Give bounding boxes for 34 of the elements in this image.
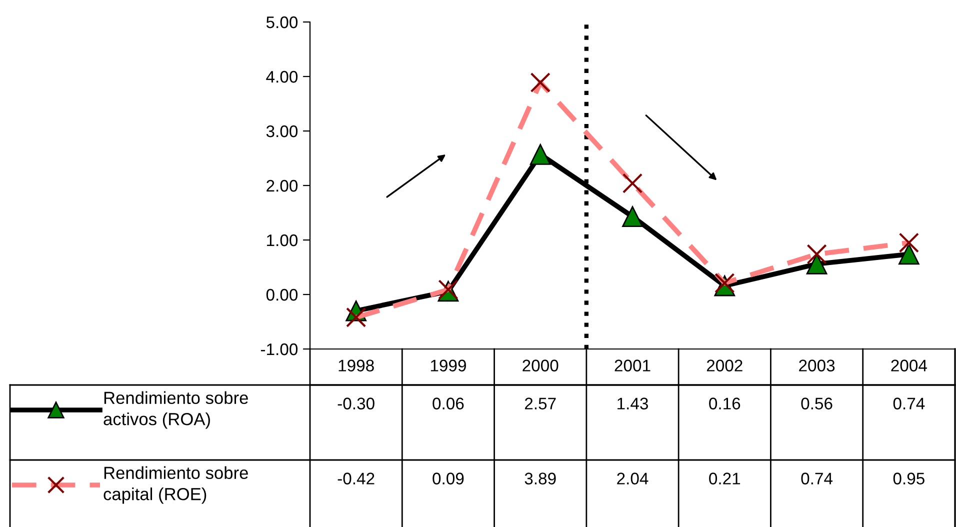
data-label: 0.06 bbox=[432, 398, 464, 410]
point bbox=[622, 206, 643, 227]
x-tick-label: 1998 bbox=[338, 360, 374, 372]
data-label: 1.43 bbox=[618, 398, 648, 410]
x-tick-label: 2001 bbox=[614, 360, 650, 372]
y-tick-label: 2.00 bbox=[266, 180, 298, 192]
data-label: 0.16 bbox=[709, 398, 740, 410]
data-label: 0.95 bbox=[893, 472, 924, 484]
data-label: 0.74 bbox=[893, 398, 925, 410]
y-tick-label: 5.00 bbox=[266, 16, 298, 28]
data-label: -0.30 bbox=[338, 398, 374, 410]
data-label: 0.21 bbox=[709, 472, 740, 484]
x-tick-label: 2002 bbox=[706, 360, 742, 372]
x-tick-label: 2003 bbox=[799, 360, 835, 372]
x-tick-label: 2000 bbox=[522, 360, 558, 372]
data-label: 3.89 bbox=[524, 472, 556, 484]
data-label: -0.42 bbox=[338, 472, 374, 484]
legend-label: Rendimiento sobre activos (ROA) bbox=[104, 391, 248, 429]
y-tick-label: 1.00 bbox=[267, 234, 298, 246]
point bbox=[530, 144, 551, 165]
point bbox=[806, 254, 828, 274]
data-label: 0.74 bbox=[801, 472, 833, 484]
y-tick-label: -1.00 bbox=[260, 343, 298, 356]
data-label: 0.56 bbox=[801, 398, 832, 410]
y-tick-label: 4.00 bbox=[266, 70, 298, 83]
x-tick-label: 2004 bbox=[891, 360, 927, 372]
data-label: 0.09 bbox=[432, 472, 464, 484]
y-tick-label: 0.00 bbox=[266, 288, 298, 301]
data-label: 2.04 bbox=[617, 472, 648, 484]
legend-label: Rendimiento sobre capital (ROE) bbox=[104, 466, 248, 504]
x-tick-label: 1999 bbox=[430, 360, 466, 372]
y-tick-label: 3.00 bbox=[266, 125, 298, 138]
point bbox=[898, 244, 920, 265]
data-label: 2.57 bbox=[524, 398, 556, 410]
